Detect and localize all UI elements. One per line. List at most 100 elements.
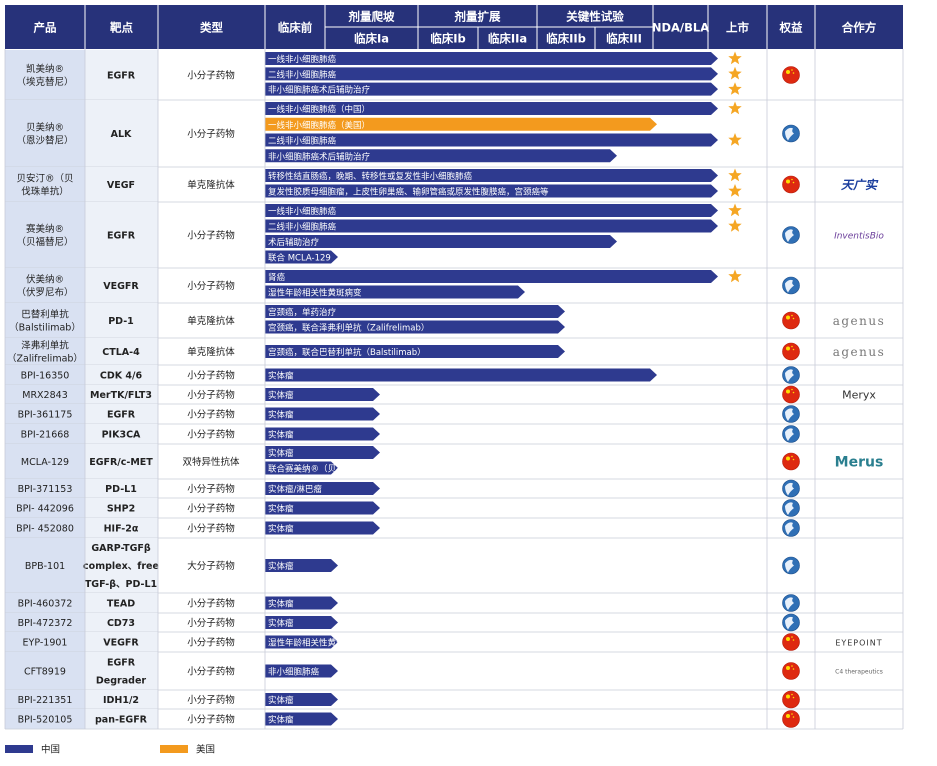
bar-label: 宫颈癌，联合泽弗利单抗（Zalifrelimab） — [268, 323, 429, 334]
launch-star — [728, 101, 742, 115]
target-cell — [85, 100, 158, 167]
launch-star — [728, 269, 742, 283]
pipeline-bar — [265, 285, 525, 299]
product-name: BPI-472372 — [18, 618, 73, 629]
bar-label: 实体瘤/淋巴瘤 — [268, 484, 322, 495]
pipeline-bar — [265, 102, 718, 115]
pipeline-bar — [265, 149, 617, 163]
product-cell — [5, 167, 85, 202]
header-label: 临床前 — [278, 21, 313, 35]
launch-star — [728, 51, 742, 65]
pipeline-bar — [265, 235, 617, 248]
target-cell — [85, 167, 158, 202]
flag-star — [792, 696, 795, 699]
launch-star — [728, 66, 742, 80]
globe-land — [785, 559, 794, 573]
bar-label: 二线非小细胞肺癌 — [268, 222, 337, 233]
flag-star — [792, 391, 795, 394]
pipeline-row: 贝美纳®（恩沙替尼） ALK 小分子药物 一线非小细胞肺癌（中国） 一线非小细胞肺癌（美… — [5, 100, 903, 168]
product-cell — [5, 709, 85, 729]
launch-star — [728, 168, 742, 182]
pipeline-bar — [265, 117, 657, 131]
pipeline-bar — [265, 388, 380, 401]
target-cell — [85, 518, 158, 538]
china-flag-icon — [782, 311, 800, 330]
pipeline-bar — [265, 169, 718, 182]
pipeline-bar — [265, 320, 565, 334]
target-name: EGFR — [107, 231, 136, 242]
drug-type: 小分子药物 — [187, 666, 235, 678]
flag-star — [791, 693, 793, 696]
bar-label: 术后辅助治疗 — [268, 237, 320, 248]
partner-logo: EYEPOINT — [835, 639, 882, 648]
globe-land — [785, 482, 794, 496]
launch-star — [728, 219, 742, 232]
drug-type: 单克隆抗体 — [187, 315, 235, 327]
product-name: （Balstilimab） — [9, 322, 81, 334]
bar-label: 二线非小细胞肺癌 — [268, 69, 337, 80]
drug-type: 小分子药物 — [187, 503, 235, 515]
product-name: 泽弗利单抗 — [21, 340, 69, 352]
target-name: EGFR — [107, 410, 136, 421]
bar-label: 宫颈癌，联合巴替利单抗（Balstilimab） — [268, 347, 426, 358]
flag-star — [786, 714, 790, 718]
flag-star — [786, 694, 790, 699]
globe-land — [785, 522, 794, 535]
globe-land — [785, 369, 794, 382]
bar-label: 实体瘤 — [268, 695, 294, 706]
target-name: ALK — [111, 129, 132, 140]
flag-star — [786, 456, 790, 461]
pipeline-row: BPI- 442096 SHP2 小分子药物 实体瘤 — [5, 498, 903, 519]
drug-type: 双特异性抗体 — [182, 456, 240, 468]
product-cell — [5, 518, 85, 538]
flag-star — [792, 639, 795, 641]
product-name: 伐珠单抗） — [21, 186, 69, 198]
target-name: VEGF — [107, 180, 135, 191]
pipeline-bar — [265, 521, 380, 535]
pipeline-row: MRX2843 MerTK/FLT3 小分子药物 实体瘤 Meryx — [5, 385, 903, 405]
target-name: Degrader — [96, 676, 146, 687]
product-name: 伏美纳® — [26, 274, 64, 286]
globe-land — [785, 229, 794, 242]
product-cell — [5, 652, 85, 690]
partner-logo: C4 therapeutics — [835, 669, 883, 676]
target-cell — [85, 613, 158, 632]
china-flag-icon — [782, 342, 800, 361]
bar-label: 转移性结直肠癌，晚期、转移性或复发性非小细胞肺癌 — [268, 171, 473, 182]
product-name: BPI- 452080 — [16, 524, 74, 535]
bar-label: 宫颈癌，单药治疗 — [268, 307, 337, 318]
target-cell — [85, 690, 158, 709]
pipeline-bar — [265, 305, 565, 318]
flag-star — [791, 345, 793, 348]
product-name: MCLA-129 — [21, 457, 69, 468]
target-name: CTLA-4 — [102, 347, 140, 358]
pipeline-bar — [265, 712, 338, 726]
product-name: 贝安汀®（贝 — [16, 173, 73, 185]
flag-star — [791, 636, 793, 638]
target-name: HIF-2α — [104, 524, 139, 535]
product-name: BPI-16350 — [21, 371, 70, 382]
pipeline-bar — [265, 219, 718, 233]
target-name: VEGFR — [103, 638, 139, 649]
target-cell — [85, 498, 158, 518]
product-cell — [5, 365, 85, 385]
product-cell — [5, 202, 85, 268]
product-cell — [5, 613, 85, 632]
bar-label: 实体瘤 — [268, 715, 294, 726]
pipeline-bar — [265, 461, 338, 475]
product-name: （Zalifrelimab） — [7, 353, 83, 365]
china-flag-icon — [782, 662, 800, 680]
product-name: BPI- 442096 — [16, 504, 74, 515]
target-name: pan-EGFR — [95, 715, 148, 726]
bar-label: 一线非小细胞肺癌 — [268, 206, 337, 217]
legend-label: 美国 — [196, 744, 215, 756]
bar-label: 一线非小细胞肺癌 — [268, 54, 337, 65]
pipeline-bar — [265, 204, 718, 217]
partner-logo: 天广实 — [841, 178, 879, 192]
pipeline-row: BPI-520105 pan-EGFR 小分子药物 实体瘤 — [5, 709, 903, 730]
product-cell — [5, 338, 85, 365]
drug-type: 小分子药物 — [187, 128, 235, 140]
product-name: （恩沙替尼） — [16, 135, 73, 147]
